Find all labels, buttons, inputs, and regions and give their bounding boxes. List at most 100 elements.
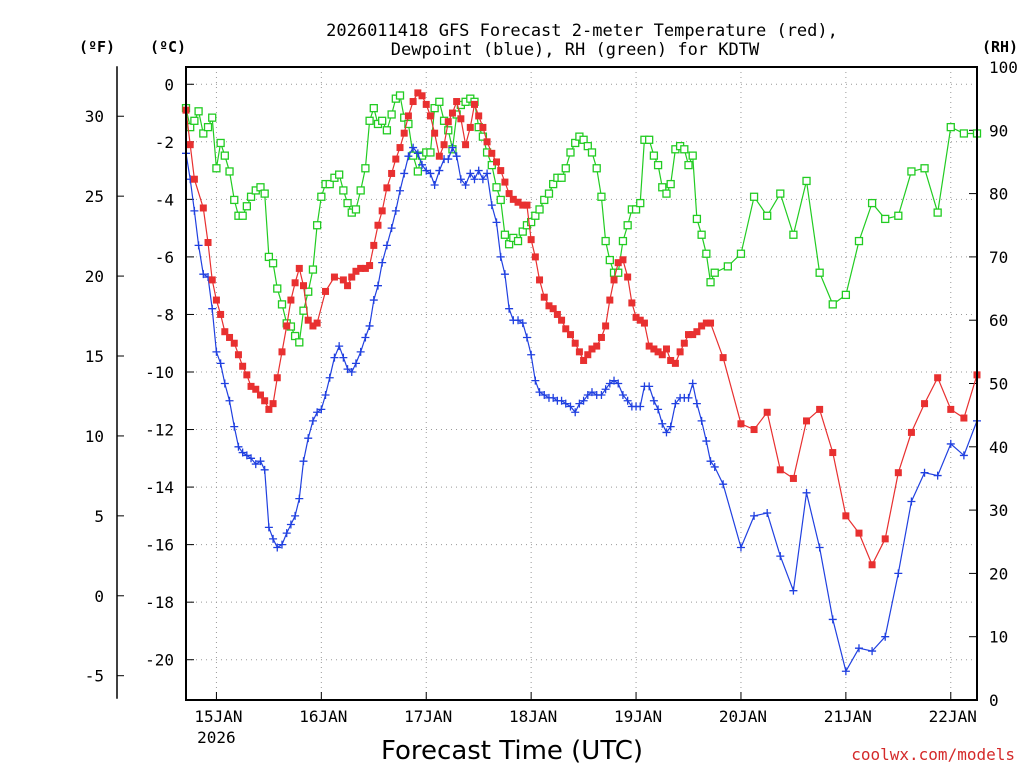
rh-point [907,167,916,176]
dewpoint-point [435,166,444,175]
rh-tick-label: 60 [989,311,1008,330]
x-tick-label: 20JAN [719,707,767,726]
rh-point [881,214,890,224]
rh-point [199,129,208,138]
rh-tick-label: 70 [989,248,1008,267]
rh-point [190,116,199,125]
dewpoint-point [225,396,234,405]
fahrenheit-axis-label: (ºF) [79,38,115,56]
dewpoint-point [461,180,470,189]
dewpoint-point [666,422,675,431]
dewpoint-point [854,644,863,653]
dewpoint-point [365,321,374,330]
temperature-point [344,282,352,290]
dewpoint-point [256,457,265,466]
dewpoint-point [654,405,663,414]
rh-point [242,202,251,211]
rh-point [295,338,304,347]
dewpoint-point [566,402,575,411]
fahrenheit-tick-label: 25 [85,187,104,206]
temperature-point [619,256,627,264]
dewpoint-point [658,419,667,428]
rh-point [496,195,505,205]
rh-point [544,189,554,198]
temperature-point [475,112,483,120]
temperature-point [855,529,863,537]
temperature-point [426,112,434,120]
rh-point [290,331,300,341]
temperature-point [667,356,675,364]
dewpoint-point [583,391,592,400]
rh-point [504,240,514,249]
rh-point [710,268,719,277]
temperature-point [348,273,356,281]
temperature-point [199,204,207,212]
rh-point [828,300,837,309]
gridlines [186,67,977,700]
temperature-point [366,262,374,270]
rh-point [631,205,641,214]
x-tick-label: 22JAN [929,707,977,726]
dewpoint-point [378,258,387,267]
rh-point [238,211,247,220]
temperature-point [689,331,697,339]
rh-point [666,179,675,189]
rh-point [645,135,654,144]
dewpoint-point [321,391,330,400]
temperature-point [680,339,688,347]
rh-point [264,252,274,262]
rh-point [430,103,439,113]
dewpoint-point [500,270,509,279]
dewpoint-point [946,439,955,448]
temperature-point [361,264,369,272]
dewpoint-point [894,569,903,578]
temperature-point [418,92,426,100]
series-red [182,89,981,569]
temperature-point [523,201,531,209]
temperature-point [488,149,496,157]
temperature-point [584,351,592,359]
dewpoint-point [304,434,313,443]
dewpoint-point [688,379,697,388]
rh-tick-label: 0 [989,691,999,710]
temperature-point [400,129,408,137]
rh-tick-label: 20 [989,564,1008,583]
rh-point [653,160,663,170]
dewpoint-point [750,511,759,520]
dewpoint-point [387,224,396,233]
rh-point [702,249,711,258]
series-line-red [185,92,978,567]
temperature-point [392,155,400,163]
rh-point [571,138,580,148]
rh-tick-label: 90 [989,121,1008,140]
dewpoint-point [282,529,291,538]
rh-point [361,164,370,173]
rh-point [636,198,645,208]
rh-point [518,227,527,236]
fahrenheit-axis: 30 25 20 15 10 5 0 -5 [85,66,124,699]
temperature-point [295,264,303,272]
dewpoint-point [597,391,606,400]
x-tick-label: 18JAN [509,707,557,726]
fahrenheit-tick-label: 20 [85,267,104,286]
temperature-point [435,152,443,160]
credit-link[interactable]: coolwx.com/models [851,745,1015,764]
rh-point [387,110,396,119]
rh-point [649,151,659,160]
dewpoint-point [291,511,300,520]
temperature-point [278,348,286,356]
rh-point [597,192,606,201]
temperature-point [763,408,771,416]
dewpoint-point [601,385,610,394]
dewpoint-point [828,615,837,624]
temperature-point [261,397,269,405]
dewpoint-point [487,201,496,210]
rh-point [815,268,824,277]
dewpoint-point [199,270,208,279]
rh-point [618,236,628,246]
rh-point [566,148,575,157]
rh-point [776,189,785,198]
dewpoint-point [242,451,251,460]
dewpoint-point [308,416,317,425]
celsius-axis: 0 -2 -4 -6 -8 -10 -12 -14 -16 -18 -20 [145,75,194,670]
